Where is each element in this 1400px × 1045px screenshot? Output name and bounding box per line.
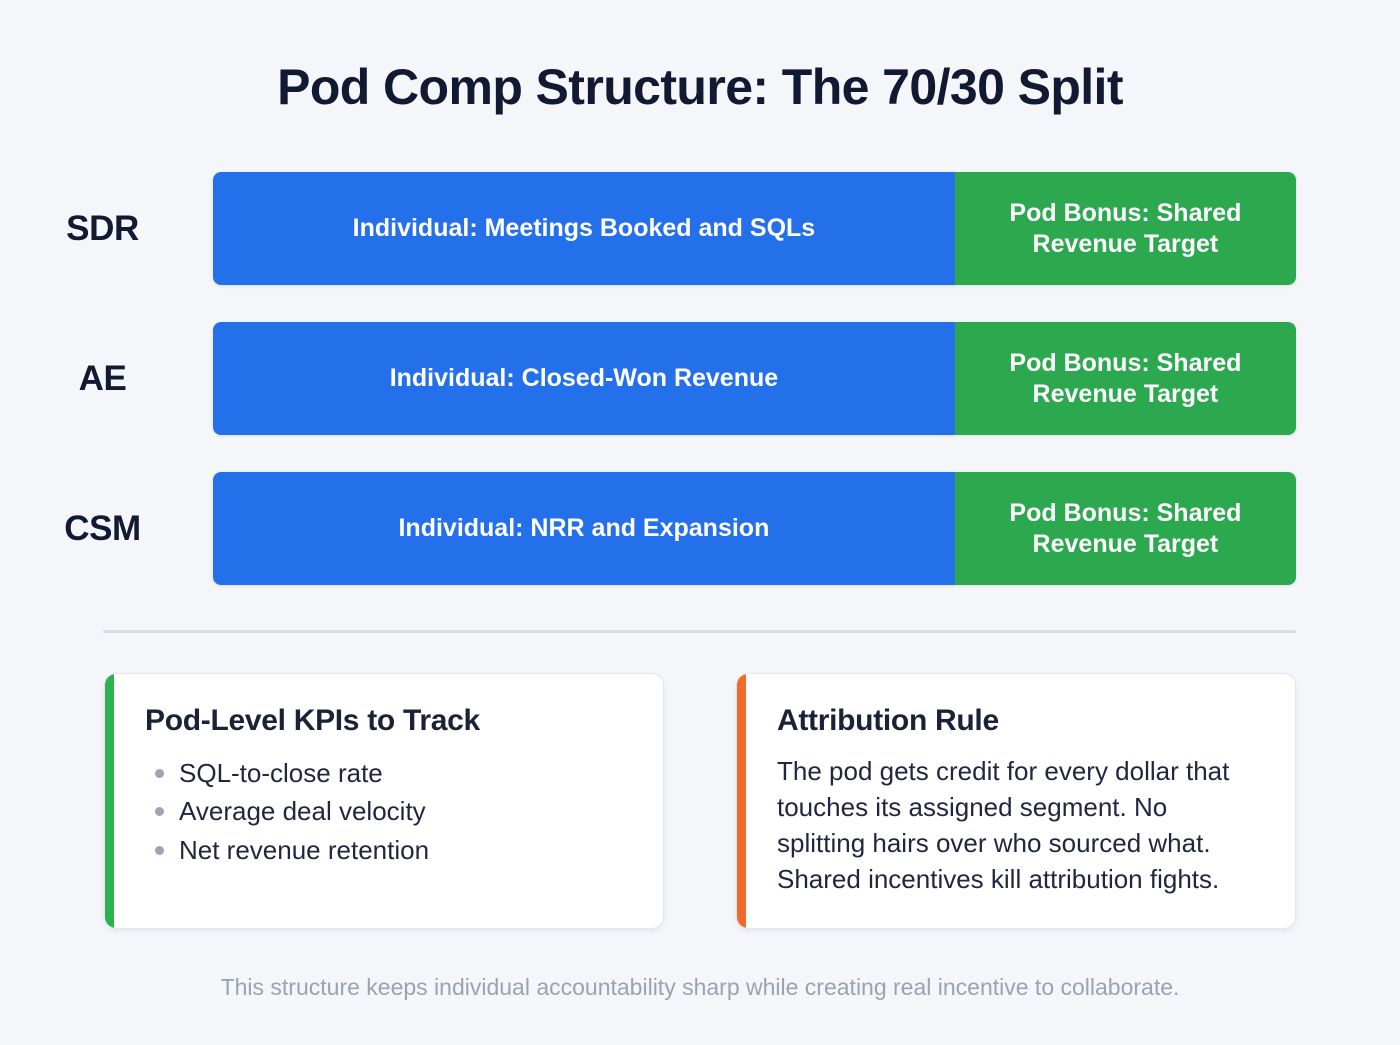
section-divider: [103, 630, 1296, 633]
bar-row-csm: CSM Individual: NRR and Expansion Pod Bo…: [0, 472, 1400, 585]
list-item-label: SQL-to-close rate: [179, 758, 383, 788]
role-label-ae: AE: [78, 358, 127, 398]
cards-row: Pod-Level KPIs to Track SQL-to-close rat…: [104, 673, 1296, 929]
bullet-dot-icon: [155, 769, 164, 778]
footer-note: This structure keeps individual accounta…: [220, 974, 1180, 1000]
attribution-heading: Attribution Rule: [777, 704, 999, 737]
bar-row-sdr: SDR Individual: Meetings Booked and SQLs…: [0, 172, 1400, 285]
accent-bar-green: [105, 674, 114, 928]
segment-pod-bonus-csm: Pod Bonus: Shared Revenue Target: [954, 472, 1296, 585]
list-item-label: Net revenue retention: [179, 834, 430, 865]
role-label-csm: CSM: [64, 508, 141, 548]
bar-row-ae: AE Individual: Closed-Won Revenue Pod Bo…: [0, 322, 1400, 435]
accent-bar-orange: [737, 674, 746, 928]
bar-track-ae: Individual: Closed-Won Revenue Pod Bonus…: [213, 322, 1296, 435]
segment-pod-bonus-ae: Pod Bonus: Shared Revenue Target: [954, 322, 1296, 435]
comp-structure-bars: SDR Individual: Meetings Booked and SQLs…: [0, 172, 1400, 622]
segment-individual-csm: Individual: NRR and Expansion: [213, 472, 955, 585]
page-title: Pod Comp Structure: The 70/30 Split: [277, 59, 1123, 115]
kpis-heading: Pod-Level KPIs to Track: [145, 704, 480, 737]
attribution-body: The pod gets credit for every dollar tha…: [777, 756, 1230, 894]
bar-track-csm: Individual: NRR and Expansion Pod Bonus:…: [213, 472, 1296, 585]
role-label-sdr: SDR: [66, 208, 139, 248]
list-item-label: Average deal velocity: [179, 796, 426, 827]
segment-individual-ae: Individual: Closed-Won Revenue: [213, 322, 955, 435]
card-pod-level-kpis: Pod-Level KPIs to Track SQL-to-close rat…: [104, 673, 664, 929]
bar-track-sdr: Individual: Meetings Booked and SQLs Pod…: [213, 172, 1296, 285]
list-item: SQL-to-close rate: [145, 754, 629, 792]
kpis-list: SQL-to-close rate Average deal velocity …: [145, 754, 629, 869]
segment-individual-sdr: Individual: Meetings Booked and SQLs: [213, 172, 955, 285]
list-item: Net revenue retention: [145, 831, 629, 869]
bullet-dot-icon: [155, 845, 164, 855]
list-item: Average deal velocity: [145, 792, 629, 830]
segment-pod-bonus-sdr: Pod Bonus: Shared Revenue Target: [954, 172, 1296, 285]
bullet-dot-icon: [155, 807, 164, 817]
card-attribution-rule: Attribution Rule The pod gets credit for…: [736, 673, 1296, 929]
